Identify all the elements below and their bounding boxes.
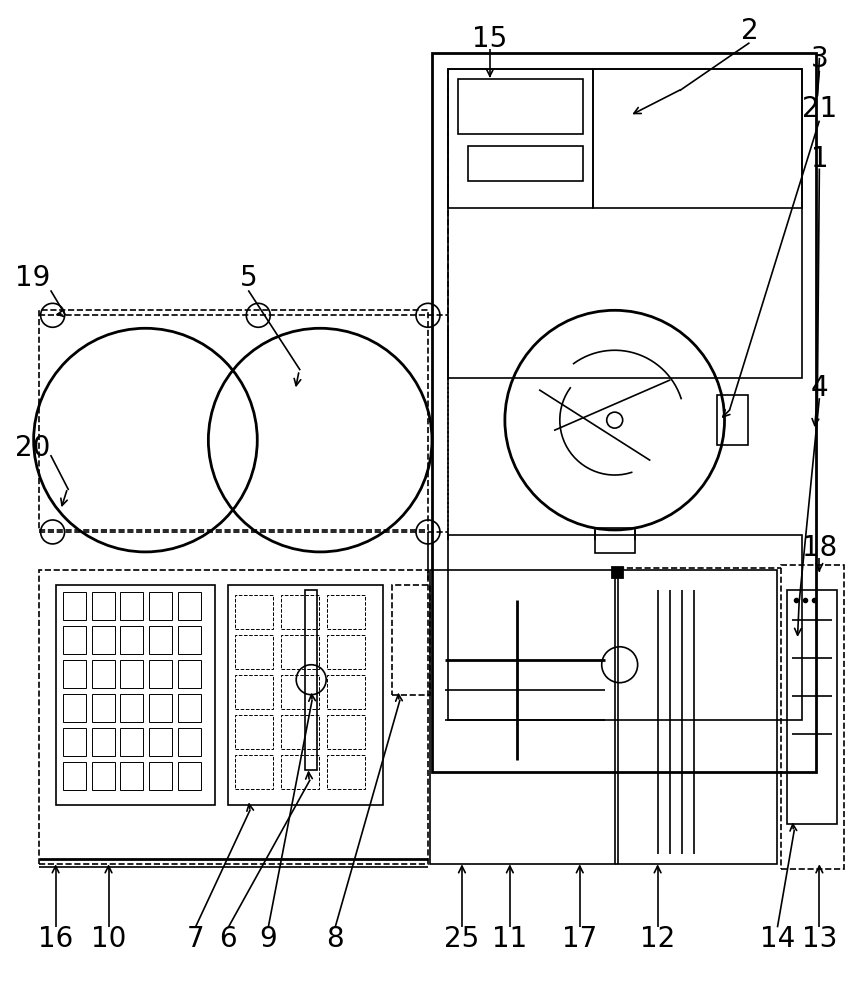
Text: 21: 21	[801, 95, 836, 123]
Bar	[235, 715, 273, 749]
Bar	[149, 626, 172, 654]
Bar	[120, 728, 143, 756]
Bar	[392, 585, 429, 695]
Bar	[149, 694, 172, 722]
Text: 1: 1	[809, 145, 827, 173]
Bar	[447, 69, 592, 208]
Bar	[611, 567, 621, 577]
Text: 4: 4	[809, 374, 827, 402]
Bar	[468, 146, 582, 181]
Text: 14: 14	[759, 925, 794, 953]
Bar	[594, 528, 634, 553]
Bar	[38, 310, 428, 530]
Text: 25: 25	[444, 925, 479, 953]
Bar	[62, 660, 85, 688]
Bar	[327, 635, 365, 669]
Bar	[62, 694, 85, 722]
Bar	[431, 53, 815, 772]
Bar	[91, 728, 114, 756]
Bar	[281, 715, 319, 749]
Bar	[447, 535, 802, 720]
Bar	[91, 660, 114, 688]
Bar	[178, 694, 201, 722]
Bar	[178, 660, 201, 688]
Bar	[235, 595, 273, 629]
Text: 8: 8	[326, 925, 343, 953]
Bar	[305, 590, 317, 770]
Text: 11: 11	[492, 925, 527, 953]
Text: 6: 6	[219, 925, 237, 953]
Text: 17: 17	[561, 925, 596, 953]
Bar	[178, 762, 201, 790]
Bar	[235, 755, 273, 789]
Bar	[716, 395, 747, 445]
Bar	[120, 762, 143, 790]
Bar	[235, 635, 273, 669]
Bar	[120, 592, 143, 620]
Bar	[91, 762, 114, 790]
Text: 2: 2	[740, 17, 757, 45]
Bar	[281, 595, 319, 629]
Bar	[120, 660, 143, 688]
Bar	[458, 79, 582, 134]
Text: 3: 3	[809, 45, 827, 73]
Bar	[38, 570, 428, 864]
Bar	[327, 755, 365, 789]
Bar	[91, 626, 114, 654]
Bar	[327, 675, 365, 709]
Bar	[62, 762, 85, 790]
Text: 19: 19	[15, 264, 50, 292]
Bar	[120, 694, 143, 722]
Bar	[91, 592, 114, 620]
Bar	[149, 592, 172, 620]
Bar	[149, 660, 172, 688]
Bar	[235, 675, 273, 709]
Bar	[228, 585, 383, 805]
Bar	[592, 69, 802, 208]
Bar	[327, 595, 365, 629]
Bar	[178, 592, 201, 620]
Text: 18: 18	[801, 534, 836, 562]
Circle shape	[606, 412, 622, 428]
Text: 15: 15	[472, 25, 507, 53]
Bar	[281, 635, 319, 669]
Text: 9: 9	[259, 925, 277, 953]
Bar	[281, 675, 319, 709]
Bar	[149, 762, 172, 790]
Bar	[62, 728, 85, 756]
Bar	[780, 565, 843, 869]
Bar	[178, 728, 201, 756]
Bar	[62, 592, 85, 620]
Text: 12: 12	[639, 925, 675, 953]
Bar	[429, 570, 614, 864]
Bar	[55, 585, 215, 805]
Bar	[91, 694, 114, 722]
Bar	[786, 590, 837, 824]
Bar	[62, 626, 85, 654]
Bar	[178, 626, 201, 654]
Bar	[281, 755, 319, 789]
Bar	[447, 69, 802, 378]
Bar	[120, 626, 143, 654]
Text: 7: 7	[187, 925, 204, 953]
Bar	[327, 715, 365, 749]
Text: 10: 10	[90, 925, 126, 953]
Bar	[617, 570, 776, 864]
Text: 20: 20	[15, 434, 50, 462]
Bar	[149, 728, 172, 756]
Text: 16: 16	[38, 925, 73, 953]
Text: 5: 5	[239, 264, 256, 292]
Text: 13: 13	[801, 925, 836, 953]
